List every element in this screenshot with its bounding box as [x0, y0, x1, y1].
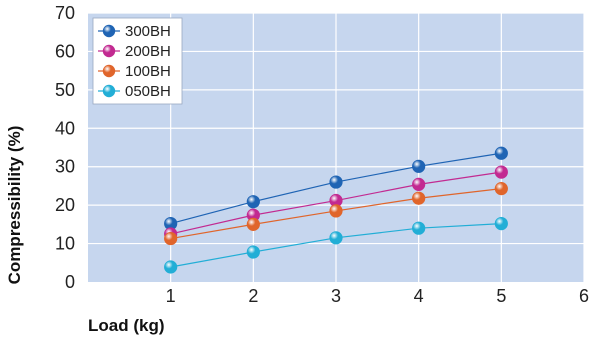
y-tick-label: 60	[55, 41, 75, 61]
data-point-050BH	[494, 216, 508, 231]
y-tick-label: 20	[55, 195, 75, 215]
y-tick-label: 30	[55, 157, 75, 177]
x-tick-label: 3	[331, 286, 341, 306]
data-point-200BH	[494, 165, 508, 179]
data-point-100BH	[329, 204, 343, 218]
y-tick-label: 40	[55, 118, 75, 138]
y-tick-label: 0	[65, 272, 75, 292]
legend-marker-100BH	[102, 64, 116, 78]
legend-label-200BH: 200BH	[125, 43, 171, 60]
y-tick-label: 10	[55, 234, 75, 254]
legend-marker-200BH	[102, 44, 116, 58]
y-tick-label: 50	[55, 80, 75, 100]
legend-label-100BH: 100BH	[125, 63, 171, 80]
x-tick-label: 6	[579, 286, 589, 306]
series-group	[164, 146, 508, 274]
data-point-200BH	[412, 177, 426, 191]
y-tick-label: 70	[55, 3, 75, 23]
tick-labels: 0 10 20 30 40 50 60 70 1 2 3 4 5 6	[55, 3, 589, 306]
data-point-100BH	[164, 231, 178, 246]
legend-label-300BH: 300BH	[125, 23, 171, 40]
data-point-050BH	[164, 260, 178, 274]
x-tick-label: 4	[414, 286, 424, 306]
legend-marker-050BH	[102, 84, 116, 98]
data-point-100BH	[246, 217, 260, 231]
data-point-300BH	[412, 159, 426, 173]
x-tick-label: 5	[496, 286, 506, 306]
data-point-050BH	[246, 245, 260, 259]
legend-marker-300BH	[102, 24, 116, 38]
data-point-100BH	[494, 182, 508, 196]
data-point-100BH	[412, 191, 426, 205]
data-point-300BH	[329, 175, 343, 189]
data-point-050BH	[329, 231, 343, 245]
x-axis-title: Load (kg)	[88, 316, 165, 335]
x-tick-label: 2	[248, 286, 258, 306]
data-point-300BH	[246, 195, 260, 209]
x-tick-label: 1	[166, 286, 176, 306]
legend-label-050BH: 050BH	[125, 83, 171, 100]
data-point-050BH	[412, 221, 426, 235]
y-axis-title: Compressibility (%)	[5, 126, 24, 285]
legend: 300BH 200BH 100BH 050BH	[92, 17, 183, 105]
data-point-300BH	[494, 146, 508, 160]
